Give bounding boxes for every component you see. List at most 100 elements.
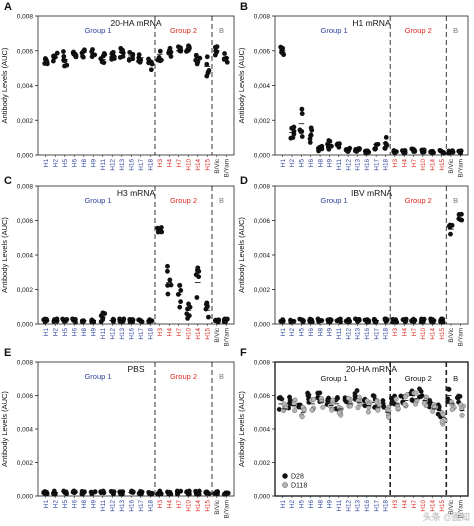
data-point	[100, 310, 106, 316]
group-label: Group 1	[84, 372, 111, 381]
panel-f: F 20-HA mRNA 0,000 0,002 0,004 0,006 0,008 Anti…	[237, 347, 469, 518]
data-point	[50, 58, 56, 64]
data-point	[308, 133, 314, 138]
x-tick-label: H4	[166, 328, 173, 337]
data-point	[61, 54, 67, 59]
x-tick-label: H15	[439, 500, 446, 512]
x-tick-label: H10	[420, 328, 427, 340]
x-tick-label: H18	[383, 328, 390, 340]
x-tick-label: H11	[336, 500, 343, 512]
x-tick-label: H11	[336, 328, 343, 340]
x-tick-label: H3	[157, 159, 164, 168]
data-point	[421, 149, 427, 155]
y-tick-label: 0,008	[17, 184, 34, 191]
data-point	[365, 409, 371, 415]
data-point	[458, 148, 464, 154]
data-point	[204, 54, 210, 60]
group-label: Group 2	[405, 374, 432, 383]
x-tick-label: H18	[383, 159, 390, 171]
x-tick-label: H13	[355, 328, 362, 340]
panel-a: A 20-HA mRNA 0,000 0,002 0,004 0,006 0,008 Anti…	[0, 1, 235, 177]
x-tick-label: H16	[364, 328, 371, 340]
plot-frame	[274, 185, 469, 325]
data-point	[89, 49, 95, 55]
x-tick-label: H13	[119, 159, 126, 171]
y-tick-label: 0,006	[17, 48, 34, 55]
x-tick-label: H8	[81, 328, 88, 337]
data-point	[149, 61, 155, 67]
data-point	[224, 59, 230, 65]
data-point	[330, 397, 336, 403]
data-point	[156, 490, 161, 496]
group-label: Group 2	[170, 196, 197, 205]
panel-letter: C	[4, 175, 12, 187]
data-point	[136, 52, 142, 58]
data-point	[98, 319, 104, 324]
legend-marker	[282, 473, 288, 479]
data-point	[206, 68, 212, 73]
data-point	[329, 407, 335, 413]
data-point	[334, 395, 340, 400]
x-tick-label: H10	[420, 159, 427, 171]
data-point	[215, 489, 220, 495]
data-point	[325, 141, 330, 147]
x-tick-label: H1	[280, 328, 287, 337]
x-tick-label: H4	[401, 328, 408, 337]
x-tick-label: H2	[52, 159, 59, 168]
x-tick-label: H12	[345, 159, 352, 171]
data-point	[299, 134, 305, 139]
data-point	[99, 59, 105, 65]
data-point	[168, 282, 174, 288]
data-point	[290, 135, 296, 140]
data-point	[280, 45, 286, 51]
data-point	[347, 145, 353, 151]
x-tick-label: B/Yam	[458, 328, 465, 346]
x-tick-label: H10	[420, 500, 427, 512]
data-point	[355, 405, 361, 411]
plot-frame	[274, 15, 469, 156]
x-tick-label: H9	[327, 500, 334, 509]
x-tick-label: H3	[392, 328, 399, 337]
x-tick-label: B/Vic	[214, 159, 221, 174]
data-point	[307, 140, 313, 145]
data-point	[52, 54, 58, 60]
x-tick-label: B/Vic	[448, 328, 455, 343]
y-tick-label: 0,004	[17, 253, 34, 260]
data-point	[291, 128, 297, 134]
data-point	[373, 145, 378, 151]
data-point	[374, 399, 379, 405]
data-point	[353, 316, 358, 322]
data-point	[184, 489, 189, 495]
data-point	[126, 57, 132, 63]
data-point	[157, 48, 163, 54]
x-tick-label: H16	[364, 500, 371, 512]
data-point	[309, 407, 315, 413]
x-tick-label: H5	[62, 500, 69, 509]
y-tick-label: 0,004	[254, 253, 271, 260]
data-point	[280, 317, 286, 323]
data-point	[355, 398, 361, 404]
y-tick-label: 0,002	[254, 118, 271, 125]
panel-letter: A	[4, 1, 12, 13]
data-point	[204, 302, 210, 308]
data-point	[291, 401, 297, 406]
x-tick-label: H18	[147, 328, 154, 340]
data-point	[121, 316, 127, 322]
data-point	[167, 277, 173, 283]
y-tick-label: 0,002	[254, 460, 271, 467]
x-tick-label: H10	[185, 159, 192, 171]
data-point	[402, 394, 408, 400]
data-point	[197, 55, 203, 61]
x-tick-label: H15	[204, 159, 211, 171]
data-point	[393, 396, 399, 402]
data-point	[400, 317, 406, 323]
data-point	[418, 388, 424, 394]
data-point	[206, 314, 211, 320]
data-point	[347, 403, 353, 409]
x-tick-label: H1	[280, 500, 287, 509]
y-axis-label: Antibody Levels (AUC)	[237, 47, 246, 123]
data-point	[148, 67, 154, 73]
x-tick-label: H7	[176, 328, 183, 337]
x-tick-label: B/Yam	[223, 328, 230, 346]
x-tick-label: H1	[43, 500, 50, 509]
